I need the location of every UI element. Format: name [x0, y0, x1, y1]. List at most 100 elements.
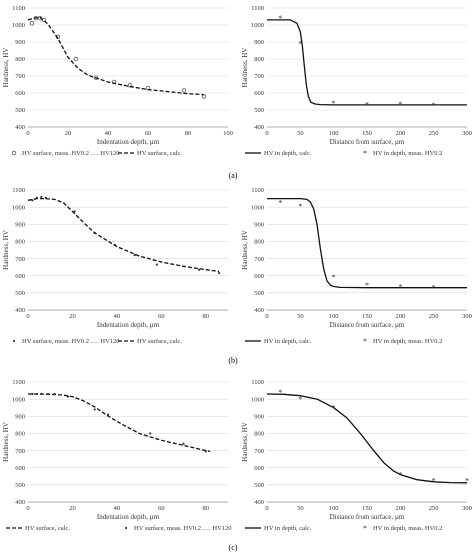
y-tick-label: 400 [15, 307, 25, 314]
data-point: * [398, 283, 402, 292]
y-tick-label: 900 [15, 39, 25, 46]
data-point [93, 408, 96, 411]
data-point [182, 442, 185, 445]
y-tick-label: 700 [254, 448, 264, 455]
data-point [66, 395, 70, 398]
y-tick-label: 1100 [251, 379, 264, 386]
y-tick-label: 900 [15, 221, 25, 228]
series-line [28, 393, 211, 453]
x-tick-label: 80 [203, 313, 210, 320]
x-tick-label: 100 [329, 130, 339, 137]
data-point: * [332, 99, 336, 108]
legend: HV surface, meas. HV0.2 …. HV120 HV surfa… [12, 338, 182, 345]
y-axis-label: Hardness, HV [241, 48, 249, 88]
y-tick-label: 500 [254, 482, 264, 489]
x-tick-label: 300 [462, 130, 472, 137]
y-tick-label: 1000 [251, 22, 264, 29]
x-tick-label: 200 [395, 130, 405, 137]
legend: HV surface, calc. HV surface, meas. HV0.2… [6, 525, 232, 532]
x-tick-label: 0 [265, 505, 268, 512]
y-tick-label: 1100 [12, 379, 25, 386]
legend-marker [12, 339, 16, 343]
data-point: * [278, 388, 282, 397]
series-line [27, 16, 205, 96]
x-axis-label: Indentation depth, µm [97, 138, 160, 146]
y-tick-label: 700 [254, 73, 264, 80]
data-point [198, 268, 201, 271]
y-tick-label: 500 [254, 290, 264, 297]
y-tick-label: 1100 [12, 5, 25, 12]
y-tick-label: 1100 [251, 5, 264, 12]
data-point [133, 254, 136, 257]
chart-b-left: 400 500 600 700 800 900 1000 1100 0 20 40 60 80 Inden… [2, 187, 228, 345]
legend-marker: * [363, 524, 367, 533]
y-tick-label: 800 [15, 239, 25, 246]
x-tick-label: 20 [65, 130, 72, 137]
chart-c-right: 400 500 600 700 800 900 1000 1100 0 50 100 150 200 25… [241, 379, 472, 533]
data-point: * [398, 470, 402, 479]
legend-label: HV surface, meas. HV0.2 …. HV120 [134, 525, 232, 532]
y-tick-label: 1100 [251, 187, 264, 194]
legend-marker [124, 526, 128, 530]
y-tick-label: 900 [15, 413, 25, 420]
data-point [53, 392, 56, 396]
y-tick-label: 1000 [12, 204, 25, 211]
data-point: * [332, 273, 336, 282]
y-tick-label: 500 [15, 107, 25, 114]
series-line [27, 197, 220, 273]
x-tick-label: 50 [297, 130, 304, 137]
data-point [106, 413, 110, 416]
x-tick-label: 250 [429, 505, 439, 512]
data-point: * [278, 14, 282, 23]
legend: HV surface, meas. HV0.2 …. HV120 HV surfa… [11, 150, 182, 157]
y-axis-label: Hardness, HV [241, 230, 249, 270]
x-tick-label: 150 [362, 505, 372, 512]
x-tick-label: 80 [203, 505, 210, 512]
legend-label: HV surface, calc. [137, 338, 182, 345]
x-tick-label: 200 [395, 505, 405, 512]
data-point [218, 272, 221, 275]
y-tick-label: 700 [15, 448, 25, 455]
x-axis-label: Distance from surface, µm [330, 138, 405, 146]
y-tick-label: 600 [15, 273, 25, 280]
y-tick-label: 1000 [251, 396, 264, 403]
data-point [155, 263, 158, 266]
data-point [35, 392, 38, 396]
y-tick-label: 500 [15, 290, 25, 297]
x-tick-label: 150 [362, 313, 372, 320]
x-tick-label: 100 [223, 130, 233, 137]
y-tick-label: 1000 [251, 204, 264, 211]
data-point: * [398, 100, 402, 109]
y-axis-label: Hardness, HV [2, 230, 10, 270]
x-tick-label: 50 [297, 313, 304, 320]
series-line [267, 197, 467, 289]
data-point: * [432, 284, 436, 293]
y-tick-label: 700 [254, 256, 264, 263]
legend-label: HV surface, calc. [25, 525, 70, 532]
y-tick-label: 900 [254, 221, 264, 228]
data-point: * [278, 199, 282, 208]
legend-label: HV in depth, meas. HV0.2 [373, 525, 442, 532]
y-tick-label: 900 [254, 39, 264, 46]
legend: HV in depth, calc. * HV in depth, meas. HV… [245, 524, 442, 533]
y-axis-label: Hardness, HV [2, 422, 10, 462]
x-axis-label: Indentation depth, µm [97, 321, 160, 329]
x-tick-label: 40 [114, 505, 121, 512]
y-tick-label: 800 [15, 56, 25, 63]
data-point [31, 392, 34, 396]
data-point [73, 210, 76, 213]
chart-b-right: 400 500 600 700 800 900 1000 1100 0 50 100 150 200 25… [241, 187, 472, 346]
y-tick-label: 400 [254, 499, 264, 506]
chart-a-right: 400 500 600 700 800 900 1000 1100 0 50 100 150 200 25… [241, 5, 472, 158]
legend-label: HV surface, meas. HV0.2 …. HV120 [22, 150, 120, 157]
legend: HV in depth, calc. * HV in depth, meas. HV… [245, 149, 442, 158]
data-point: * [332, 404, 336, 413]
x-tick-label: 40 [105, 130, 112, 137]
panel-label-a: (a) [229, 171, 238, 180]
y-tick-label: 800 [254, 239, 264, 246]
data-point [40, 195, 43, 198]
y-axis-label: Hardness, HV [2, 48, 10, 88]
data-point: * [298, 395, 302, 404]
legend-label: HV in depth, calc. [264, 150, 312, 157]
